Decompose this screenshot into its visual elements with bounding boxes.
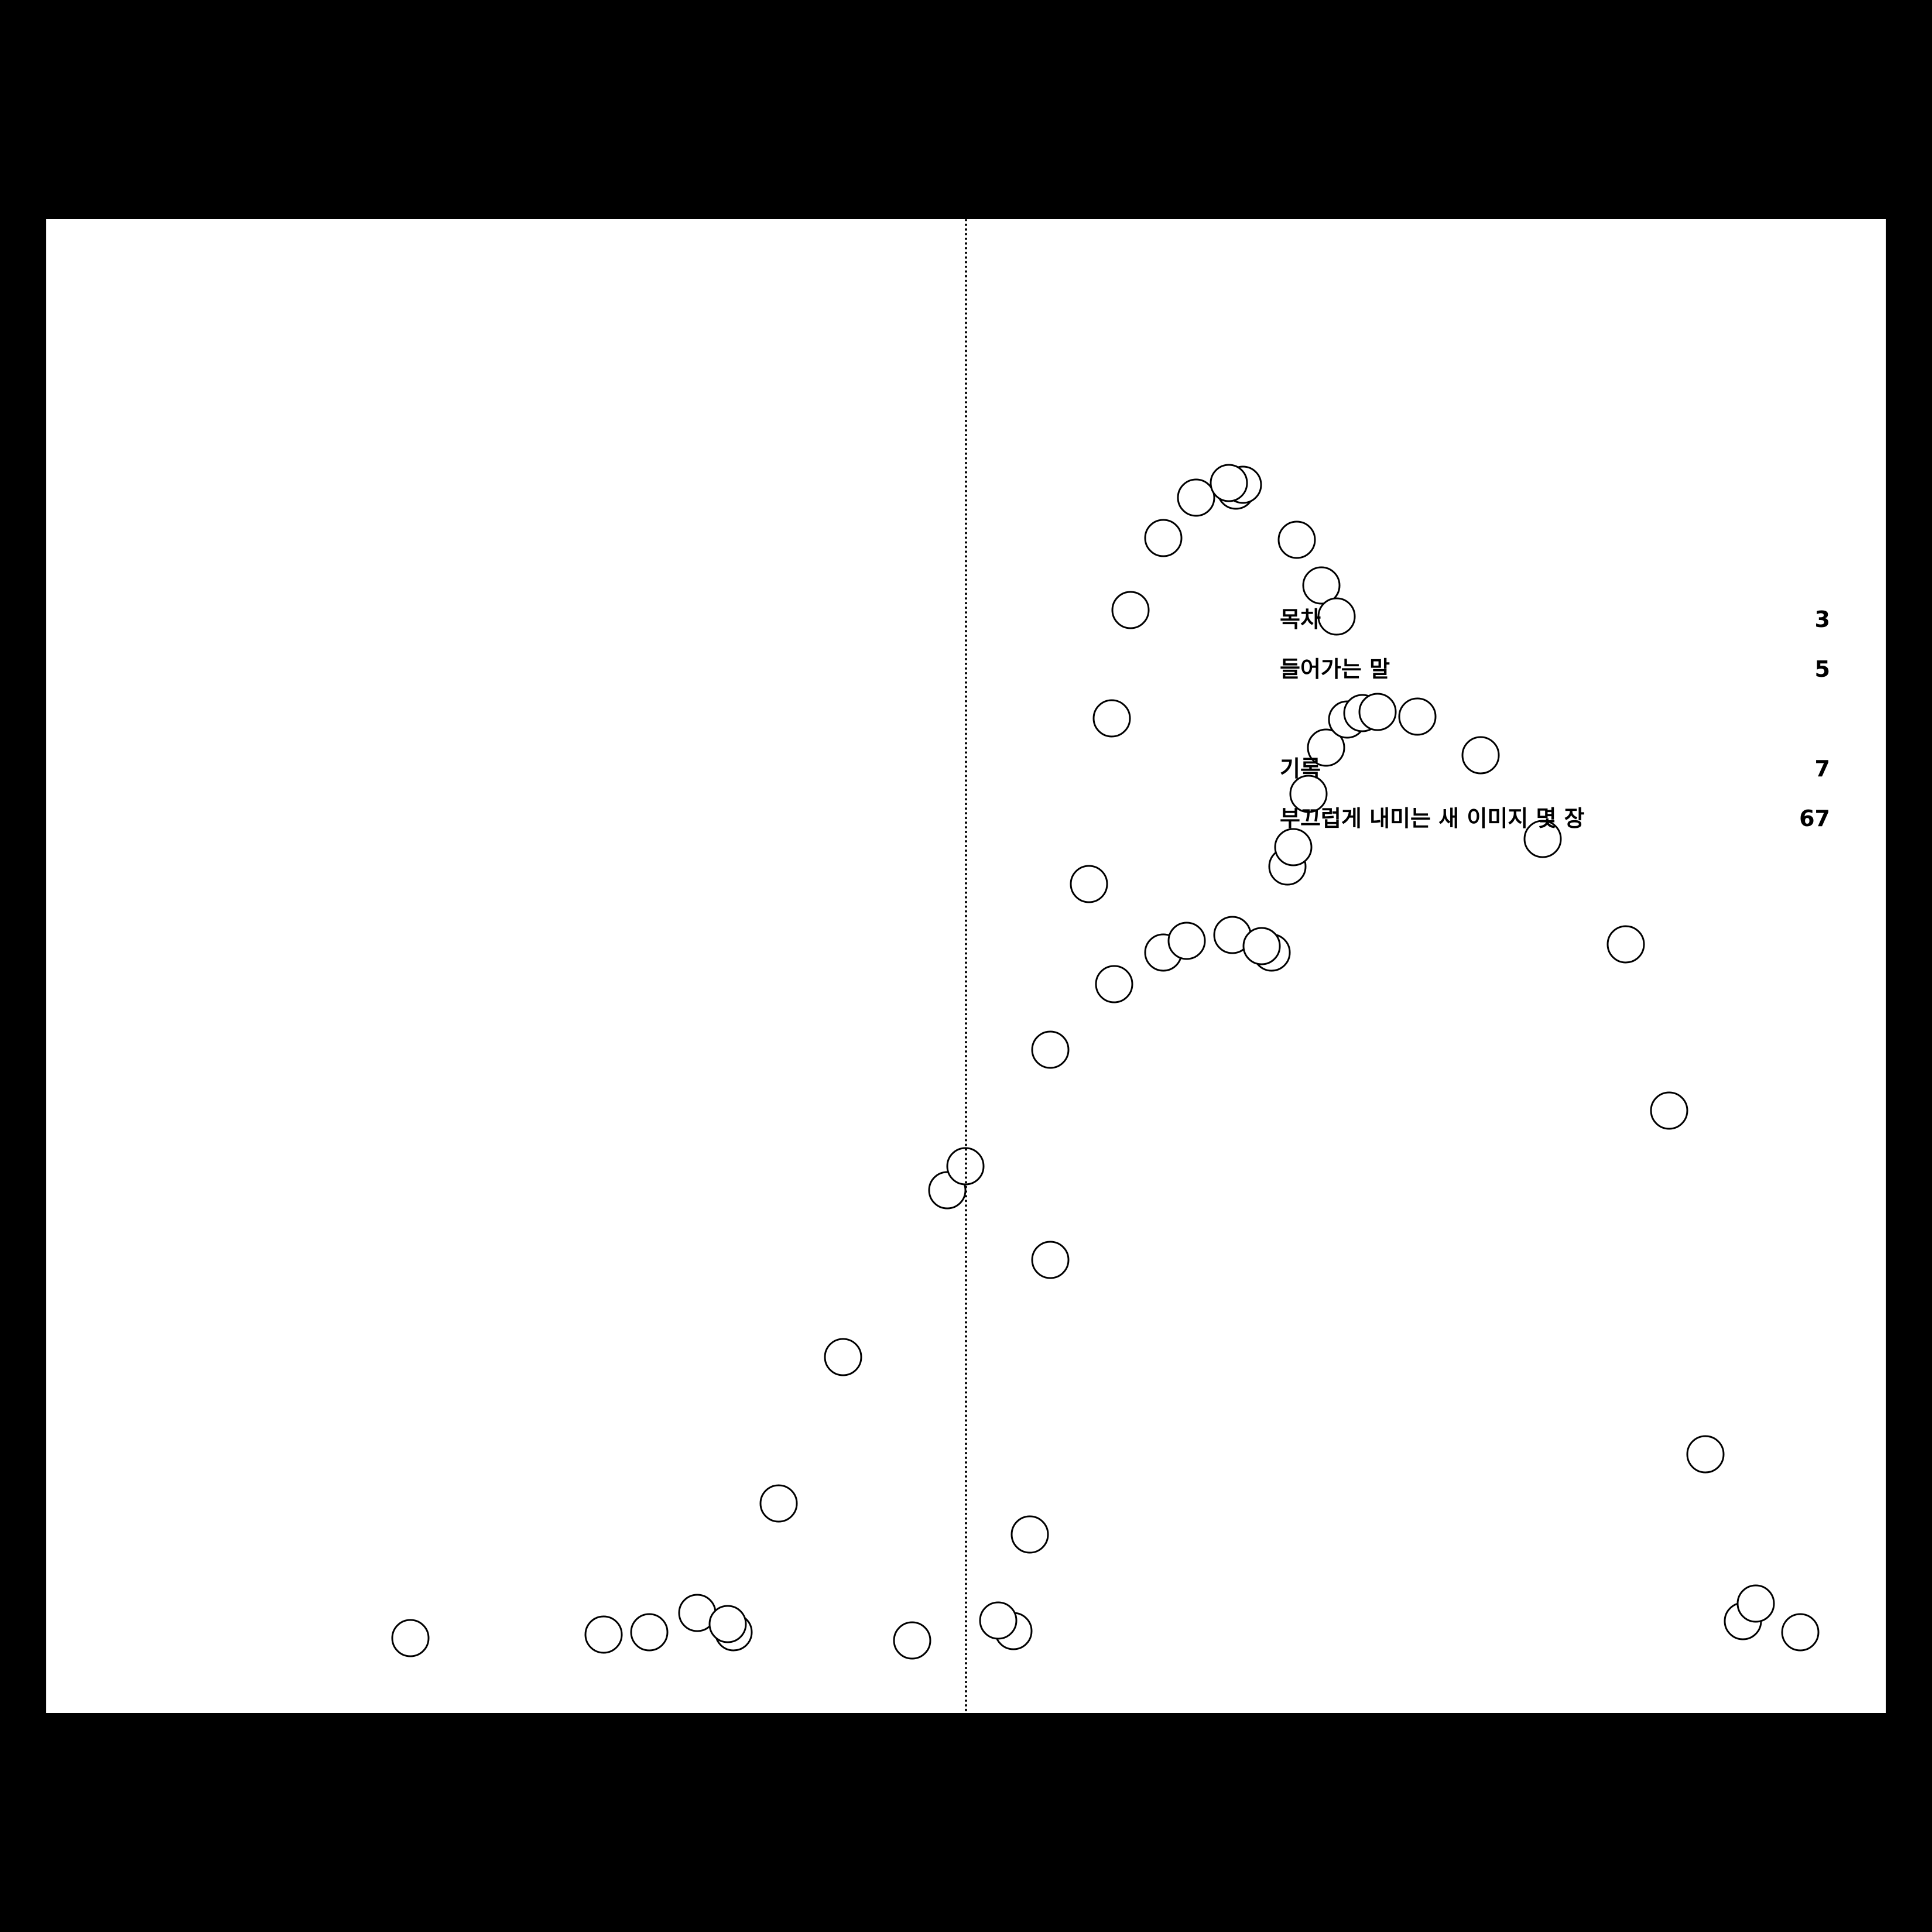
decorative-circle	[1177, 478, 1215, 517]
book-spread: 목차 3 들어가는 말 5 기록 7 부끄럽게 내미는 새 이미지 몇 장 67	[46, 219, 1886, 1713]
decorative-circle	[1289, 775, 1328, 813]
toc-entry: 들어가는 말 5	[1280, 645, 1830, 694]
decorative-circle	[1167, 922, 1206, 960]
decorative-circle	[979, 1601, 1018, 1640]
decorative-circle	[1307, 728, 1345, 767]
decorative-circle	[1144, 519, 1183, 557]
toc-entry: 목차 3	[1280, 595, 1830, 645]
decorative-circle	[893, 1621, 931, 1660]
decorative-circle	[1686, 1435, 1725, 1474]
toc-entry: 부끄럽게 내미는 새 이미지 몇 장 67	[1280, 794, 1830, 844]
toc-entry-title: 목차	[1280, 607, 1321, 632]
decorative-circle	[584, 1615, 623, 1654]
toc-entry-title: 부끄럽게 내미는 새 이미지 몇 장	[1280, 806, 1585, 831]
decorative-circle	[1031, 1030, 1070, 1069]
decorative-circle	[1070, 865, 1108, 903]
decorative-circle	[1358, 693, 1397, 731]
decorative-circle	[1111, 591, 1150, 629]
decorative-circle	[1606, 925, 1645, 964]
gutter-dotted-line	[965, 219, 967, 1713]
decorative-circle	[1650, 1091, 1688, 1130]
decorative-circle	[1274, 828, 1313, 866]
circle-pattern	[391, 464, 1820, 1660]
decorative-circle	[1736, 1584, 1775, 1623]
decorative-circle	[1523, 820, 1562, 858]
decorative-circle	[1010, 1515, 1049, 1554]
decorative-circle	[1277, 520, 1316, 559]
decorative-circle	[1092, 699, 1131, 738]
decorative-circle	[1095, 965, 1133, 1003]
toc-entry-title: 기록	[1280, 756, 1321, 782]
decorative-circle	[391, 1619, 430, 1657]
toc-entry: 기록 7	[1280, 744, 1830, 794]
decorative-circle	[1781, 1613, 1820, 1652]
decorative-circle	[1302, 566, 1341, 605]
decorative-circle	[759, 1484, 798, 1523]
toc-entry-page: 3	[1814, 607, 1830, 632]
decorative-circle	[708, 1605, 747, 1643]
toc-spacer	[1280, 694, 1830, 744]
toc-entry-page: 67	[1799, 806, 1830, 831]
decorative-circle	[1461, 736, 1500, 775]
toc-entry-title: 들어가는 말	[1280, 656, 1390, 682]
decorative-circle	[1031, 1241, 1070, 1279]
toc-entry-page: 7	[1814, 756, 1830, 782]
decorative-circle	[1210, 464, 1248, 502]
decorative-circle	[630, 1613, 669, 1652]
decorative-circle	[824, 1338, 862, 1376]
decorative-circle	[1398, 697, 1437, 736]
toc-entry-page: 5	[1814, 656, 1830, 682]
decorative-circle	[1242, 927, 1281, 965]
decorative-circle	[1317, 597, 1356, 636]
table-of-contents: 목차 3 들어가는 말 5 기록 7 부끄럽게 내미는 새 이미지 몇 장 67	[1280, 595, 1830, 844]
